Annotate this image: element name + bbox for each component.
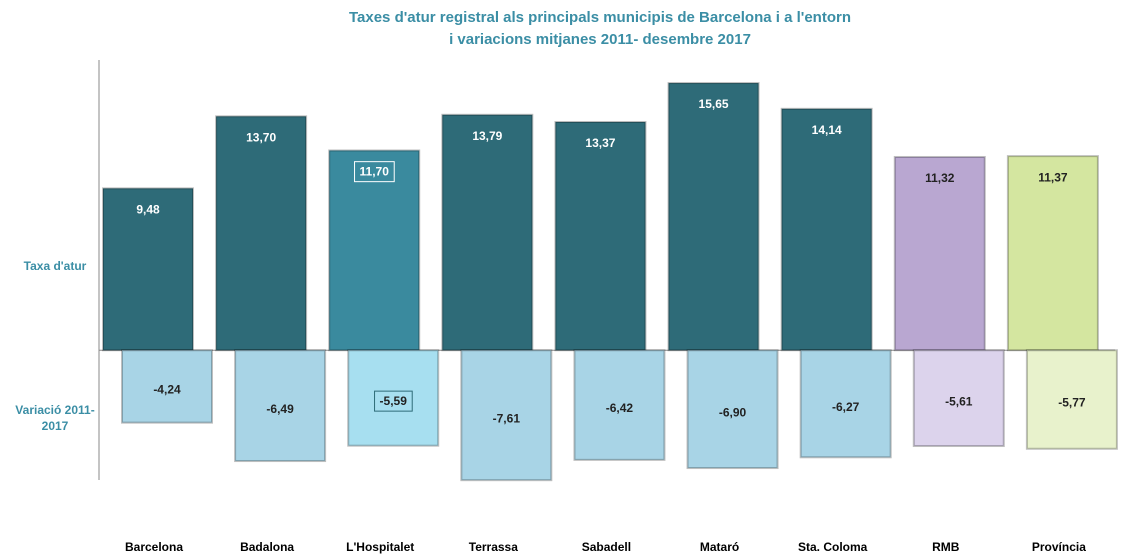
x-tick-label: Badalona	[240, 540, 294, 554]
label-box	[354, 161, 395, 183]
bar	[347, 349, 440, 447]
bar	[234, 349, 327, 463]
x-tick-label: Sabadell	[582, 540, 631, 554]
bar	[441, 113, 534, 352]
bar	[686, 349, 779, 470]
x-tick-label: L'Hospitalet	[346, 540, 414, 554]
bar	[667, 82, 760, 352]
series-label: Variació 2011-2017	[15, 403, 95, 433]
value-label: 9,48	[136, 203, 160, 217]
value-label: -6,42	[606, 401, 634, 415]
x-tick-label: Barcelona	[125, 540, 183, 554]
value-label: 11,32	[925, 171, 955, 185]
x-tick-label: Mataró	[700, 540, 739, 554]
x-tick-label: RMB	[932, 540, 960, 554]
x-tick-label: Sta. Coloma	[798, 540, 868, 554]
chart-title: Taxes d'atur registral als principals mu…	[349, 9, 851, 26]
bar	[215, 115, 308, 352]
bar	[460, 349, 553, 482]
value-label: 14,14	[812, 123, 842, 137]
value-label: -5,59	[380, 394, 408, 408]
value-label: -6,49	[266, 402, 294, 416]
bar	[780, 107, 873, 352]
value-label: -5,61	[945, 394, 973, 408]
x-tick-label: Terrassa	[469, 540, 518, 554]
bar	[573, 349, 666, 461]
value-label: -6,27	[832, 400, 860, 414]
value-label: -7,61	[493, 411, 521, 425]
bar	[554, 120, 647, 352]
bar	[328, 149, 421, 352]
value-label: -6,90	[719, 405, 747, 419]
x-tick-label: Província	[1032, 540, 1086, 554]
value-label: -5,77	[1058, 396, 1086, 410]
bar	[102, 187, 194, 352]
bar	[912, 349, 1005, 448]
bar	[1025, 349, 1118, 450]
label-box	[374, 390, 413, 412]
bar	[893, 155, 986, 352]
bar	[1006, 155, 1099, 352]
value-label: 13,70	[246, 131, 276, 145]
bar	[121, 349, 213, 424]
series-label: Taxa d'atur	[23, 259, 87, 273]
value-label: 13,37	[585, 136, 615, 150]
value-label: 13,79	[472, 129, 502, 143]
value-label: 11,70	[360, 165, 390, 179]
bar	[799, 349, 892, 459]
value-label: 11,37	[1038, 170, 1068, 184]
value-label: 15,65	[699, 97, 729, 111]
chart-subtitle: i variacions mitjanes 2011- desembre 201…	[449, 31, 751, 48]
value-label: -4,24	[153, 383, 181, 397]
